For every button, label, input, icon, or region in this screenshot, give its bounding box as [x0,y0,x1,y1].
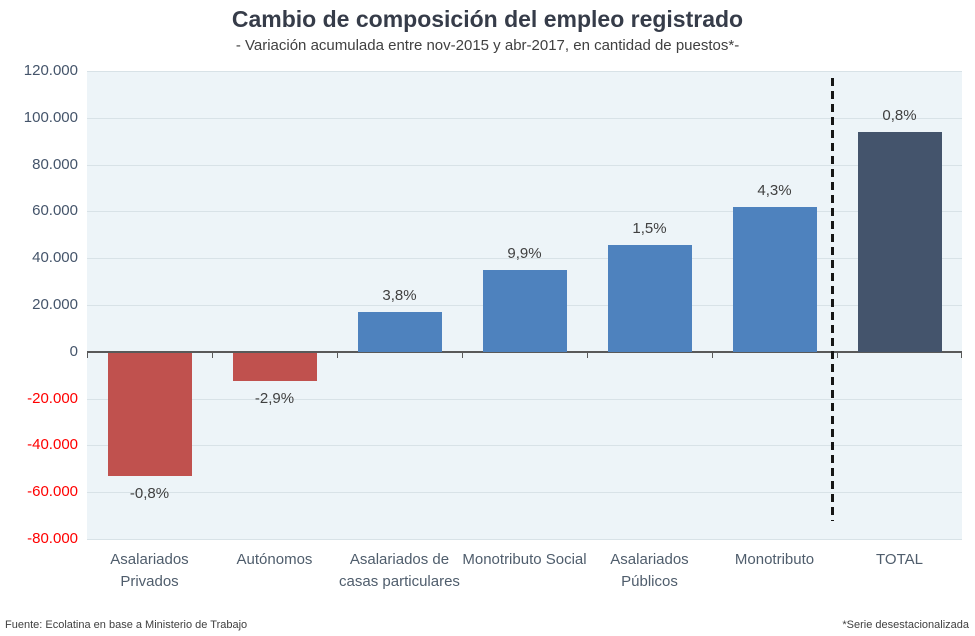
y-tick-label: 120.000 [23,62,78,79]
gridline [87,211,962,213]
bar [857,131,942,352]
total-separator-dashed-line [831,78,834,521]
y-tick-label: 20.000 [32,296,78,313]
y-tick-label: 80.000 [32,155,78,173]
bar [482,269,567,352]
bar-value-label: 9,9% [507,244,542,262]
y-tick-label: 60.000 [32,202,78,220]
y-tick-label: -80.000 [27,530,78,547]
x-axis-tick [337,352,338,358]
bar-value-label: -0,8% [129,484,170,502]
bar [107,352,192,476]
y-tick-label: 0 [69,342,78,360]
bar-value-label: 1,5% [632,220,667,238]
gridline [87,539,962,540]
x-category-label: Asalariados de casas particulares [339,551,460,590]
source-note: Fuente: Ecolatina en base a Ministerio d… [5,619,248,631]
y-tick-label: 40.000 [32,249,78,267]
x-axis-tick [837,352,838,358]
bar [607,245,692,352]
x-category-label: TOTAL [876,551,923,568]
x-category-label: Monotributo [734,551,815,568]
bar-value-label: 4,3% [757,181,792,199]
plot-area [87,71,962,540]
chart-title: Cambio de composición del empleo registr… [231,6,744,32]
x-axis-tick [961,352,962,358]
bar [232,352,317,382]
chart-subtitle: - Variación acumulada entre nov-2015 y a… [235,37,740,54]
gridline [87,492,962,494]
bar-value-label: -2,9% [254,390,295,408]
x-axis-tick [212,352,213,358]
bar [357,312,442,352]
y-tick-label: -20.000 [27,389,78,407]
gridline [87,71,962,72]
series-footnote: *Serie desestacionalizada [842,619,969,631]
x-axis-tick [462,352,463,358]
gridline [87,398,962,400]
gridline [87,164,962,166]
x-category-label: Autónomos [236,551,313,568]
y-tick-label: -60.000 [27,483,78,501]
y-tick-label: -40.000 [27,436,78,454]
x-category-label: Monotributo Social [462,551,587,568]
gridline [87,445,962,447]
x-axis-tick [712,352,713,358]
gridline [87,117,962,119]
x-category-label: Asalariados Públicos [610,551,689,590]
x-category-label: Asalariados Privados [110,551,189,590]
bar-value-label: 3,8% [382,287,417,305]
bar [732,206,817,352]
x-axis-tick [587,352,588,358]
bar-value-label: 0,8% [882,106,917,124]
gridline [87,258,962,260]
x-axis-tick [87,352,88,358]
zero-axis-line [87,350,962,353]
y-tick-label: 100.000 [23,108,78,126]
